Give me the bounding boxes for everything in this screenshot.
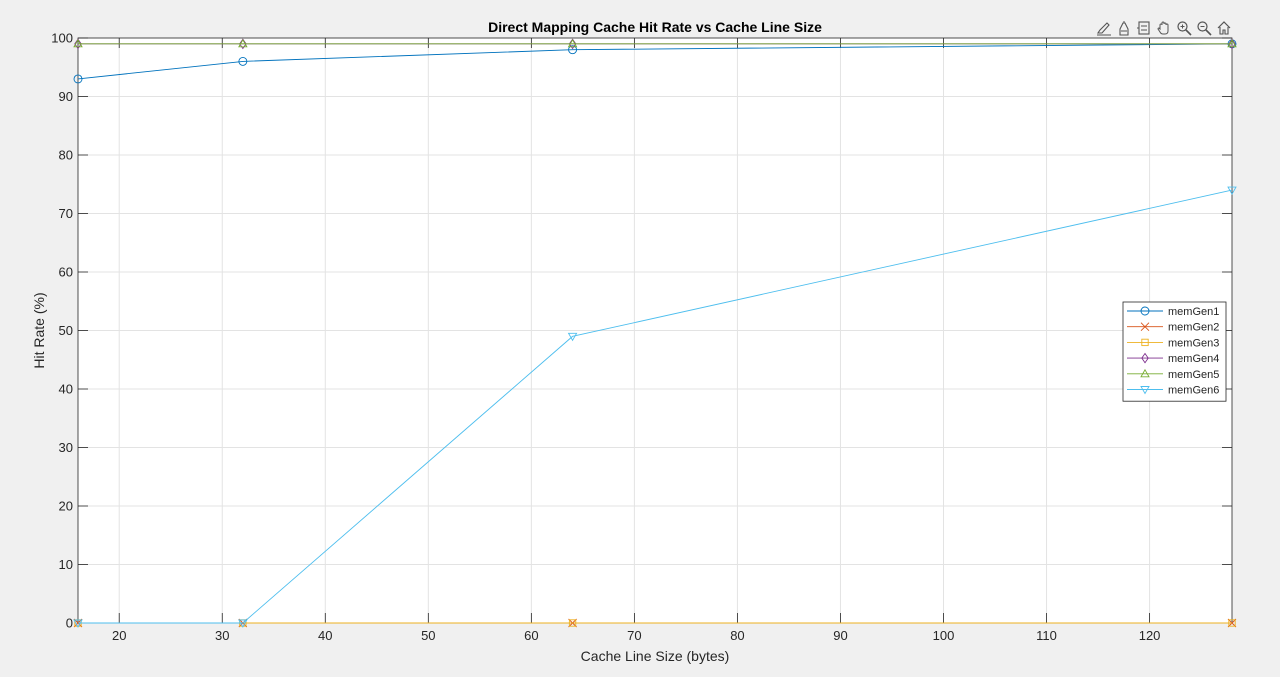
x-tick-label: 70 (627, 628, 641, 643)
x-tick-label: 110 (1036, 628, 1057, 643)
data-point-memGen5 (73, 38, 83, 48)
data-point-memGen3 (568, 619, 577, 627)
series-line-memGen6 (78, 189, 1233, 624)
legend-label-memGen5: memGen5 (1168, 369, 1219, 381)
legend-label-memGen3: memGen3 (1168, 337, 1219, 349)
x-tick-label: 60 (524, 628, 538, 643)
x-tick-label: 40 (318, 628, 332, 643)
legend-label-memGen2: memGen2 (1168, 322, 1219, 334)
pan-icon[interactable] (1154, 18, 1173, 38)
axes-toolbar (1094, 17, 1233, 39)
legend-label-memGen6: memGen6 (1168, 385, 1219, 397)
legend-label-memGen1: memGen1 (1168, 306, 1219, 318)
legend-marker-memGen1 (1140, 306, 1150, 316)
y-tick-label: 80 (59, 148, 73, 163)
legend-marker-memGen2 (1140, 322, 1150, 332)
data-point-memGen6 (73, 619, 83, 628)
x-tick-label: 100 (933, 628, 955, 643)
x-tick-label: 90 (833, 628, 847, 643)
y-tick-label: 70 (59, 206, 73, 221)
zoom-in-icon[interactable] (1174, 18, 1193, 38)
data-point-memGen6 (567, 332, 578, 342)
y-tick-label: 100 (51, 31, 73, 46)
y-tick-label: 90 (59, 89, 73, 104)
series-line-memGen1 (77, 43, 1233, 80)
data-point-memGen4 (1228, 38, 1236, 50)
x-tick-label: 50 (421, 628, 435, 643)
chart-title: Direct Mapping Cache Hit Rate vs Cache L… (488, 19, 822, 35)
data-point-memGen4 (239, 38, 247, 50)
data-point-memGen6 (1227, 186, 1237, 196)
data-point-memGen3 (1228, 619, 1236, 627)
x-tick-label: 30 (215, 628, 229, 643)
data-point-memGen5 (567, 38, 578, 48)
x-tick-label: 20 (112, 628, 126, 643)
legend-marker-memGen6 (1140, 386, 1150, 395)
data-point-memGen1 (238, 56, 248, 66)
x-tick-label: 80 (730, 628, 744, 643)
zoom-out-icon[interactable] (1194, 18, 1213, 38)
y-tick-label: 30 (59, 440, 73, 455)
data-point-memGen1 (73, 74, 83, 84)
legend-label-memGen4: memGen4 (1168, 353, 1219, 365)
legend-marker-memGen3 (1141, 338, 1149, 347)
legend-icon[interactable] (1134, 18, 1153, 38)
legend-box (1122, 301, 1227, 402)
y-tick-label: 40 (59, 382, 73, 397)
legend-marker-memGen4 (1141, 352, 1149, 364)
data-point-memGen1 (568, 45, 578, 55)
legend-marker-memGen5 (1140, 368, 1150, 378)
data-tips-icon[interactable] (1114, 18, 1133, 38)
data-point-memGen4 (74, 38, 82, 50)
home-icon[interactable] (1214, 18, 1233, 38)
data-point-memGen5 (238, 38, 248, 48)
data-point-memGen4 (568, 38, 577, 50)
y-tick-label: 0 (66, 616, 73, 631)
y-tick-label: 10 (59, 557, 73, 572)
brush-icon[interactable] (1094, 18, 1113, 38)
y-tick-label: 50 (59, 323, 73, 338)
data-point-memGen6 (238, 619, 248, 628)
y-tick-label: 60 (59, 265, 73, 280)
y-tick-label: 20 (59, 499, 73, 514)
x-axis-label: Cache Line Size (bytes) (581, 648, 730, 664)
y-axis-label: Hit Rate (%) (31, 292, 47, 368)
data-point-memGen5 (1227, 38, 1237, 48)
x-tick-label: 120 (1139, 628, 1161, 643)
